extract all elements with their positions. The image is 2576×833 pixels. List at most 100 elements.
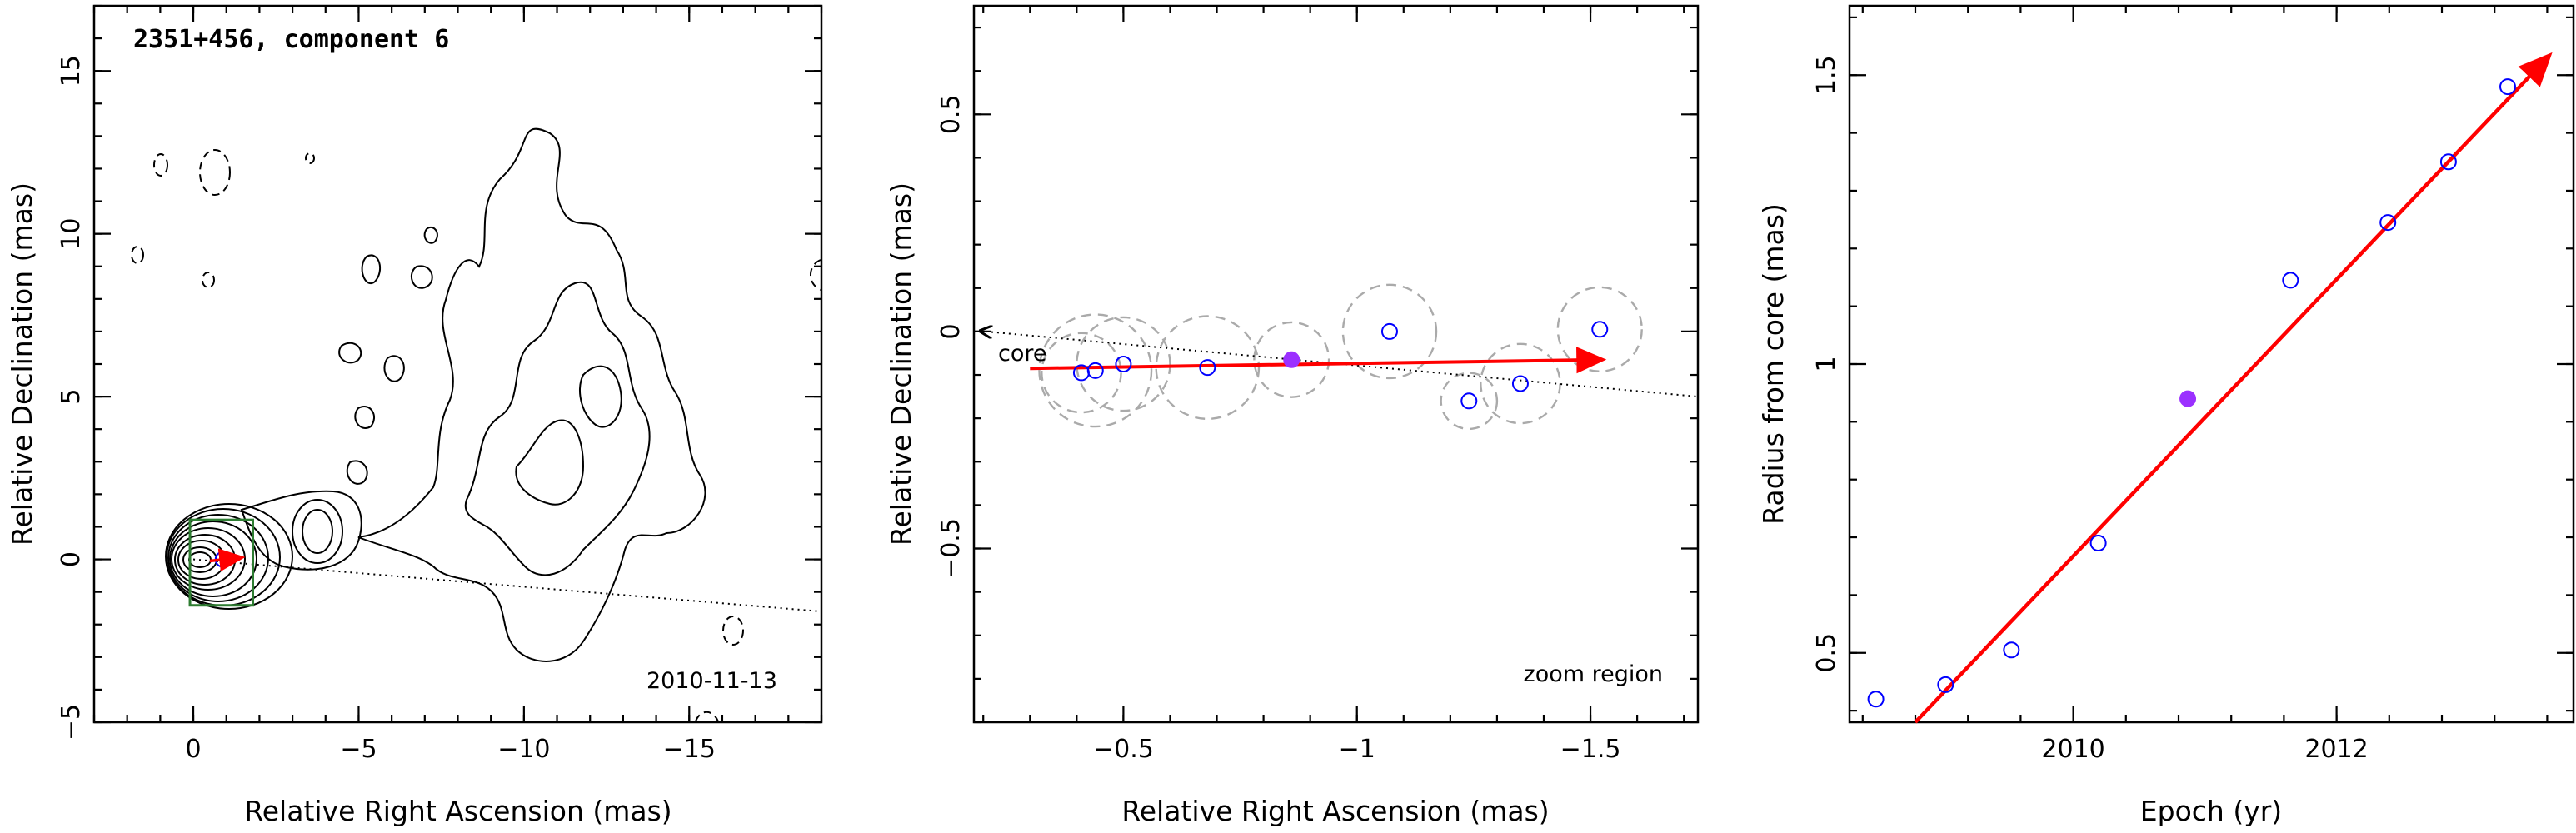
position-error-circle (1556, 286, 1643, 372)
position-error-circle (1440, 372, 1499, 431)
isolated-contour (423, 226, 438, 244)
epoch-point (1937, 676, 1954, 693)
epoch-point (1591, 321, 1609, 338)
negative-contour (305, 152, 315, 164)
x-tick-label: −15 (663, 735, 716, 764)
x-tick-label: −10 (497, 735, 550, 764)
core-contour (165, 503, 293, 610)
epoch-point (1867, 691, 1885, 708)
position-angle-line (986, 332, 1699, 398)
epoch-point (1380, 322, 1398, 340)
highlighted-epoch-point (2179, 390, 2197, 407)
lobe-outer-contour (357, 127, 706, 662)
epoch-point (2089, 535, 2107, 551)
epoch-point (2379, 214, 2397, 232)
zoom-box (188, 518, 255, 607)
position-error-circle (1155, 315, 1261, 421)
position-error-circle (1041, 332, 1122, 414)
negative-contour (153, 153, 168, 177)
jet-knot-contour (292, 499, 343, 564)
epoch-point (1199, 359, 1216, 377)
y-tick-label: 1 (1812, 356, 1841, 372)
y-tick-label: 10 (57, 218, 86, 250)
epoch-point (1115, 356, 1132, 372)
negative-contour (199, 149, 231, 196)
epoch-point (1511, 375, 1529, 392)
y-tick-label: −0.5 (936, 518, 966, 579)
panel3-ylabel: Radius from core (mas) (1757, 203, 1790, 525)
jet-contour (240, 490, 362, 571)
y-tick-label: 1.5 (1812, 55, 1841, 95)
y-tick-label: 5 (57, 389, 86, 405)
panel3-xlabel: Epoch (yr) (2140, 795, 2282, 827)
epoch-point (1086, 362, 1104, 379)
panel2-overlay (986, 283, 1699, 431)
position-error-circle (1076, 316, 1171, 412)
lobe-inner-contour (579, 365, 622, 428)
y-tick-label: 0 (57, 551, 86, 567)
y-tick-label: −5 (57, 704, 86, 741)
isolated-contour (410, 265, 433, 289)
y-tick-label: 0.5 (936, 94, 966, 134)
fit-arrow (1030, 347, 1607, 374)
x-tick-label: 0 (185, 735, 201, 764)
negative-contour (722, 616, 744, 646)
panel2-ylabel: Relative Declination (mas) (885, 182, 917, 546)
core-annotation: core (998, 341, 1046, 367)
highlighted-epoch-point (1283, 351, 1300, 368)
panel1-xlabel: Relative Right Ascension (mas) (244, 795, 671, 827)
x-tick-label: −1 (1339, 735, 1375, 764)
x-tick-label: 2012 (2304, 735, 2368, 764)
panel1-title: 2351+456, component 6 (133, 25, 449, 54)
panel3-overlay (1867, 52, 2553, 724)
x-tick-label: −0.5 (1093, 735, 1154, 764)
lobe-inner-contour (464, 281, 651, 576)
panel3-ticks: 2010 2012 0.5 1 1.5 (1812, 6, 2574, 764)
panel-radius-vs-epoch: 2010 2012 0.5 1 1.5 Epoch (yr) Radius from c… (1757, 4, 2575, 827)
panel1-ylabel: Relative Declination (mas) (6, 182, 38, 546)
negative-contour (695, 711, 719, 722)
panel2-ticks: −0.5 −1 −1.5 −0.5 0 0.5 (936, 6, 1698, 764)
negative-contour (131, 246, 144, 264)
velocity-arrow (209, 548, 246, 572)
position-error-circle (1341, 283, 1438, 380)
epoch-point (2282, 272, 2299, 289)
position-error-circle (1253, 321, 1330, 398)
epoch-point (2003, 641, 2020, 659)
position-error-circle (1480, 342, 1561, 425)
lobe-inner-contour (515, 419, 585, 506)
contour-map (131, 127, 821, 722)
epoch-point (2439, 153, 2457, 171)
isolated-contour (338, 342, 362, 364)
y-tick-label: 15 (57, 55, 86, 87)
y-tick-label: 0.5 (1812, 633, 1841, 673)
negative-contour (202, 272, 215, 288)
x-tick-label: −1.5 (1560, 735, 1621, 764)
panel1-ticks: 0 −5 −10 −15 −5 0 5 10 15 (57, 4, 823, 764)
panel3-frame (1848, 4, 2575, 724)
x-tick-label: −5 (340, 735, 377, 764)
y-tick-label: 0 (936, 323, 966, 339)
panel1-overlay (188, 518, 822, 613)
panel2-xlabel: Relative Right Ascension (mas) (1121, 795, 1549, 827)
panel-contour-map: 0 −5 −10 −15 −5 0 5 10 15 (6, 4, 823, 827)
isolated-contour (383, 355, 405, 382)
core-contour (169, 521, 257, 597)
panel2-frame (972, 4, 1700, 724)
epoch-point (1460, 392, 1478, 410)
negative-contour (810, 259, 821, 291)
x-tick-label: 2010 (2041, 735, 2104, 764)
isolated-contour (346, 460, 368, 485)
fit-line-arrow (1914, 52, 2553, 724)
jet-knot-contour (302, 509, 333, 554)
position-angle-line (192, 558, 822, 613)
isolated-contour (354, 406, 375, 429)
zoom-region-annotation: zoom region (1524, 661, 1663, 687)
position-error-circle (1038, 313, 1153, 428)
panel-zoom-region: −0.5 −1 −1.5 −0.5 0 0.5 core zoom region Rela… (885, 4, 1700, 827)
epoch-point (2499, 78, 2516, 96)
isolated-contour (361, 254, 382, 285)
epoch-annotation: 2010-11-13 (646, 668, 777, 694)
panel1-frame (92, 4, 823, 724)
